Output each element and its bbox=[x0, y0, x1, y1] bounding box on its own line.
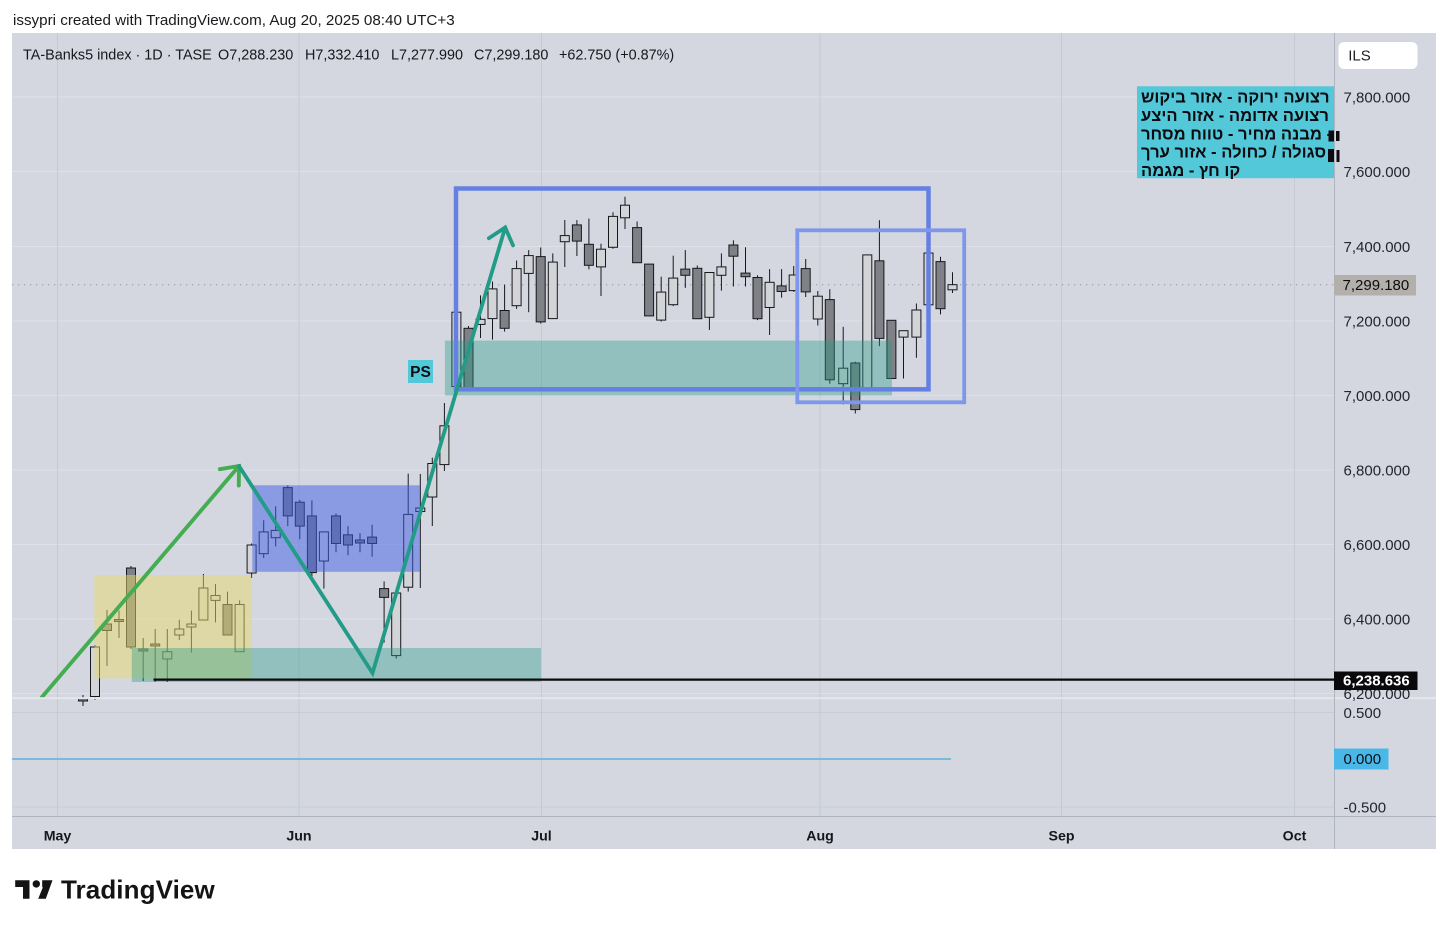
svg-text:6,800.000: 6,800.000 bbox=[1344, 462, 1411, 479]
svg-text:Jun: Jun bbox=[286, 829, 311, 845]
svg-text:7,299.180: 7,299.180 bbox=[1343, 277, 1410, 294]
svg-text:TA-Banks5 index · 1D · TASE: TA-Banks5 index · 1D · TASE bbox=[23, 47, 212, 63]
svg-text:-0.500: -0.500 bbox=[1344, 799, 1387, 816]
svg-text:6,238.636: 6,238.636 bbox=[1343, 673, 1410, 690]
svg-text:ILS: ILS bbox=[1348, 48, 1371, 65]
svg-text:0.500: 0.500 bbox=[1344, 705, 1382, 722]
svg-text:H7,332.410: H7,332.410 bbox=[305, 47, 379, 63]
svg-text:7,000.000: 7,000.000 bbox=[1344, 388, 1411, 405]
svg-text:L7,277.990: L7,277.990 bbox=[391, 47, 463, 63]
svg-text:TradingView: TradingView bbox=[61, 875, 215, 905]
svg-text:PS: PS bbox=[410, 364, 431, 381]
svg-text:מבנה מחיר - טווח מסחר -: מבנה מחיר - טווח מסחר - bbox=[1141, 124, 1332, 143]
svg-text:סגולה / כחולה - אזור ערך: סגולה / כחולה - אזור ערך bbox=[1141, 143, 1326, 162]
svg-text:6,400.000: 6,400.000 bbox=[1344, 611, 1411, 628]
svg-text:7,800.000: 7,800.000 bbox=[1344, 89, 1411, 106]
svg-text:6,600.000: 6,600.000 bbox=[1344, 537, 1411, 554]
svg-text:May: May bbox=[44, 829, 72, 845]
svg-text:7,200.000: 7,200.000 bbox=[1344, 313, 1411, 330]
svg-text:7,400.000: 7,400.000 bbox=[1344, 239, 1411, 256]
svg-text:7,600.000: 7,600.000 bbox=[1344, 164, 1411, 181]
svg-text:0.000: 0.000 bbox=[1344, 751, 1382, 768]
svg-text:Sep: Sep bbox=[1048, 829, 1074, 845]
svg-text:6,200.000: 6,200.000 bbox=[1344, 686, 1411, 703]
svg-text:O7,288.230: O7,288.230 bbox=[218, 47, 293, 63]
svg-text:Aug: Aug bbox=[806, 829, 834, 845]
svg-text:רצועה אדומה - אזור היצע: רצועה אדומה - אזור היצע bbox=[1141, 106, 1329, 125]
svg-text:קו חץ - מגמה: קו חץ - מגמה bbox=[1141, 161, 1240, 180]
svg-text:C7,299.180: C7,299.180 bbox=[474, 47, 548, 63]
svg-text:issypri created with TradingVi: issypri created with TradingView.com, Au… bbox=[13, 12, 455, 29]
svg-text:Oct: Oct bbox=[1283, 829, 1307, 845]
svg-text:+62.750 (+0.87%): +62.750 (+0.87%) bbox=[559, 47, 674, 63]
svg-text:רצועה ירוקה - אזור ביקוש: רצועה ירוקה - אזור ביקוש bbox=[1141, 88, 1330, 107]
svg-text:Jul: Jul bbox=[531, 829, 552, 845]
